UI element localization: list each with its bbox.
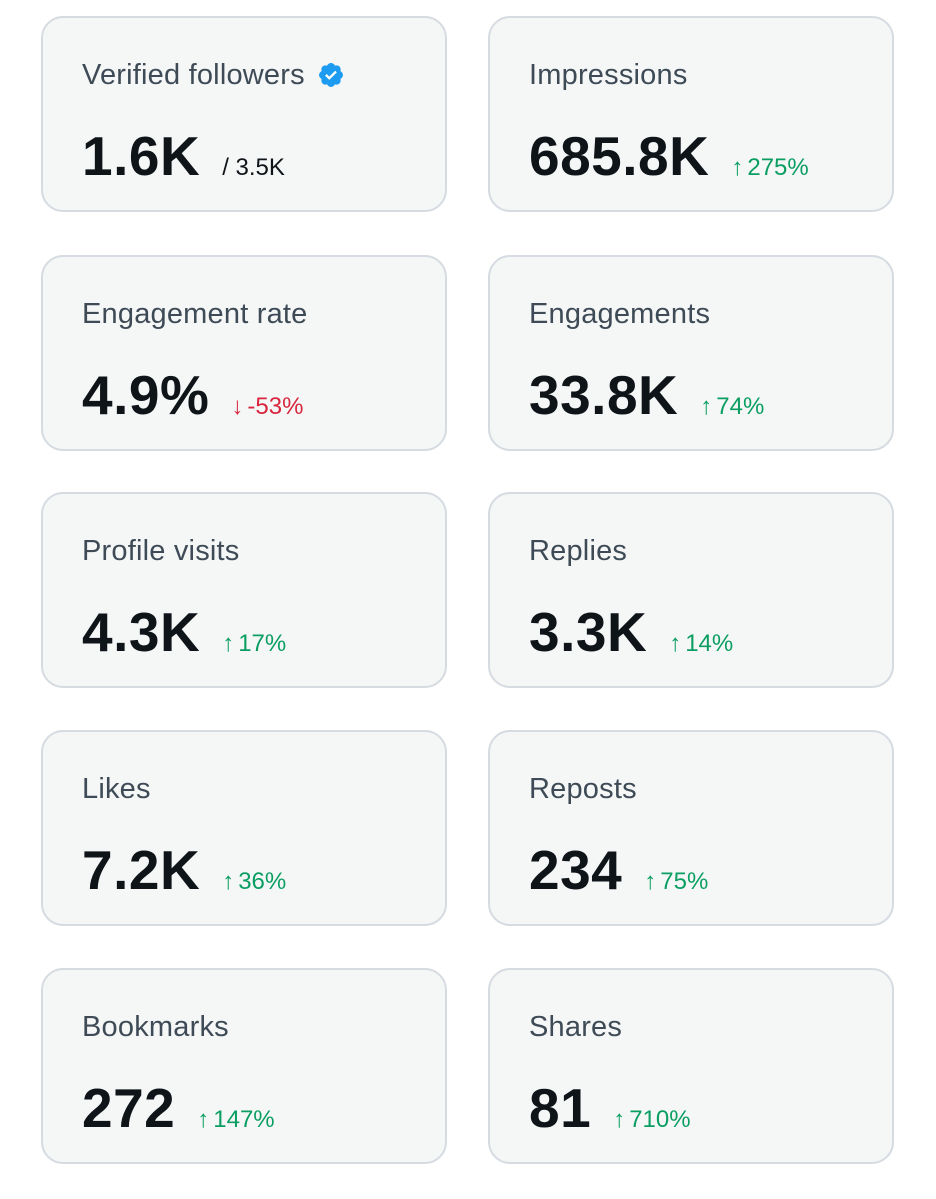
metric-value: 1.6K — [82, 125, 201, 187]
metric-value-row: 1.6K / 3.5K — [82, 126, 285, 186]
metric-label-row: Engagement rate — [82, 297, 307, 331]
metric-change: ↑ 75% — [644, 868, 708, 896]
metric-change-value: 36% — [238, 868, 287, 895]
metric-change-value: 74% — [716, 393, 765, 420]
metric-label: Replies — [529, 535, 628, 567]
metric-label-row: Bookmarks — [82, 1010, 229, 1044]
metric-label: Profile visits — [82, 535, 240, 567]
metric-change: ↑ 17% — [222, 630, 286, 658]
metric-card-impressions[interactable]: Impressions 685.8K ↑ 275% — [488, 16, 894, 212]
metric-label-row: Likes — [82, 772, 151, 806]
metric-label: Verified followers — [82, 59, 305, 91]
metric-change-value: 275% — [747, 154, 809, 181]
arrow-up-icon: ↑ — [613, 1106, 626, 1133]
metric-value-row: 234 ↑ 75% — [529, 840, 708, 900]
arrow-up-icon: ↑ — [731, 154, 744, 181]
metric-card-profile-visits[interactable]: Profile visits 4.3K ↑ 17% — [41, 492, 447, 688]
metric-label-row: Engagements — [529, 297, 710, 331]
metric-label-row: Verified followers — [82, 58, 345, 92]
metric-change: ↑ 147% — [197, 1106, 274, 1134]
arrow-up-icon: ↑ — [669, 630, 682, 657]
arrow-up-icon: ↑ — [222, 630, 235, 657]
metric-card-engagement-rate[interactable]: Engagement rate 4.9% ↓ -53% — [41, 255, 447, 451]
metric-value: 33.8K — [529, 364, 679, 426]
metric-change-value: 75% — [660, 868, 709, 895]
metric-value-row: 3.3K ↑ 14% — [529, 602, 733, 662]
metric-value: 3.3K — [529, 601, 648, 663]
metric-value-row: 7.2K ↑ 36% — [82, 840, 286, 900]
metric-card-replies[interactable]: Replies 3.3K ↑ 14% — [488, 492, 894, 688]
metric-change-value: 710% — [629, 1106, 691, 1133]
metric-label: Engagements — [529, 298, 711, 330]
metric-card-verified-followers[interactable]: Verified followers 1.6K / 3.5K — [41, 16, 447, 212]
metric-value: 4.9% — [82, 364, 210, 426]
metric-change: ↑ 74% — [700, 393, 764, 421]
metric-change-value: -53% — [247, 393, 304, 420]
arrow-up-icon: ↑ — [644, 868, 657, 895]
metric-value-row: 4.9% ↓ -53% — [82, 365, 303, 425]
metric-change: ↓ -53% — [231, 393, 303, 421]
metric-label: Engagement rate — [82, 298, 308, 330]
metric-value-row: 81 ↑ 710% — [529, 1078, 691, 1138]
metric-total: / 3.5K — [222, 154, 285, 181]
metric-value: 234 — [529, 839, 623, 901]
metric-label: Bookmarks — [82, 1011, 229, 1043]
metric-value: 81 — [529, 1077, 592, 1139]
metric-change: ↑ 275% — [731, 154, 808, 182]
metric-value-row: 272 ↑ 147% — [82, 1078, 275, 1138]
metric-change: ↑ 14% — [669, 630, 733, 658]
metric-value: 4.3K — [82, 601, 201, 663]
metric-label-row: Impressions — [529, 58, 688, 92]
metric-label-row: Profile visits — [82, 534, 240, 568]
metric-change-value: 147% — [213, 1106, 275, 1133]
metric-label-row: Replies — [529, 534, 627, 568]
metric-card-reposts[interactable]: Reposts 234 ↑ 75% — [488, 730, 894, 926]
metric-value: 7.2K — [82, 839, 201, 901]
metric-change: ↑ 710% — [613, 1106, 690, 1134]
metric-label-row: Shares — [529, 1010, 622, 1044]
metric-card-bookmarks[interactable]: Bookmarks 272 ↑ 147% — [41, 968, 447, 1164]
metric-change-value: 14% — [685, 630, 734, 657]
metric-value: 685.8K — [529, 125, 710, 187]
metric-value: 272 — [82, 1077, 176, 1139]
metric-label: Likes — [82, 773, 151, 805]
metric-card-shares[interactable]: Shares 81 ↑ 710% — [488, 968, 894, 1164]
metric-value-row: 685.8K ↑ 275% — [529, 126, 809, 186]
arrow-up-icon: ↑ — [700, 393, 713, 420]
arrow-up-icon: ↑ — [222, 868, 235, 895]
metric-label: Impressions — [529, 59, 688, 91]
metric-value-row: 4.3K ↑ 17% — [82, 602, 286, 662]
verified-badge-icon — [317, 61, 345, 89]
metric-change-value: 17% — [238, 630, 287, 657]
metric-card-likes[interactable]: Likes 7.2K ↑ 36% — [41, 730, 447, 926]
metric-label-row: Reposts — [529, 772, 637, 806]
arrow-up-icon: ↑ — [197, 1106, 210, 1133]
metric-card-engagements[interactable]: Engagements 33.8K ↑ 74% — [488, 255, 894, 451]
arrow-down-icon: ↓ — [231, 393, 244, 420]
metric-label: Shares — [529, 1011, 623, 1043]
metric-label: Reposts — [529, 773, 637, 805]
metric-change: ↑ 36% — [222, 868, 286, 896]
metric-value-row: 33.8K ↑ 74% — [529, 365, 764, 425]
